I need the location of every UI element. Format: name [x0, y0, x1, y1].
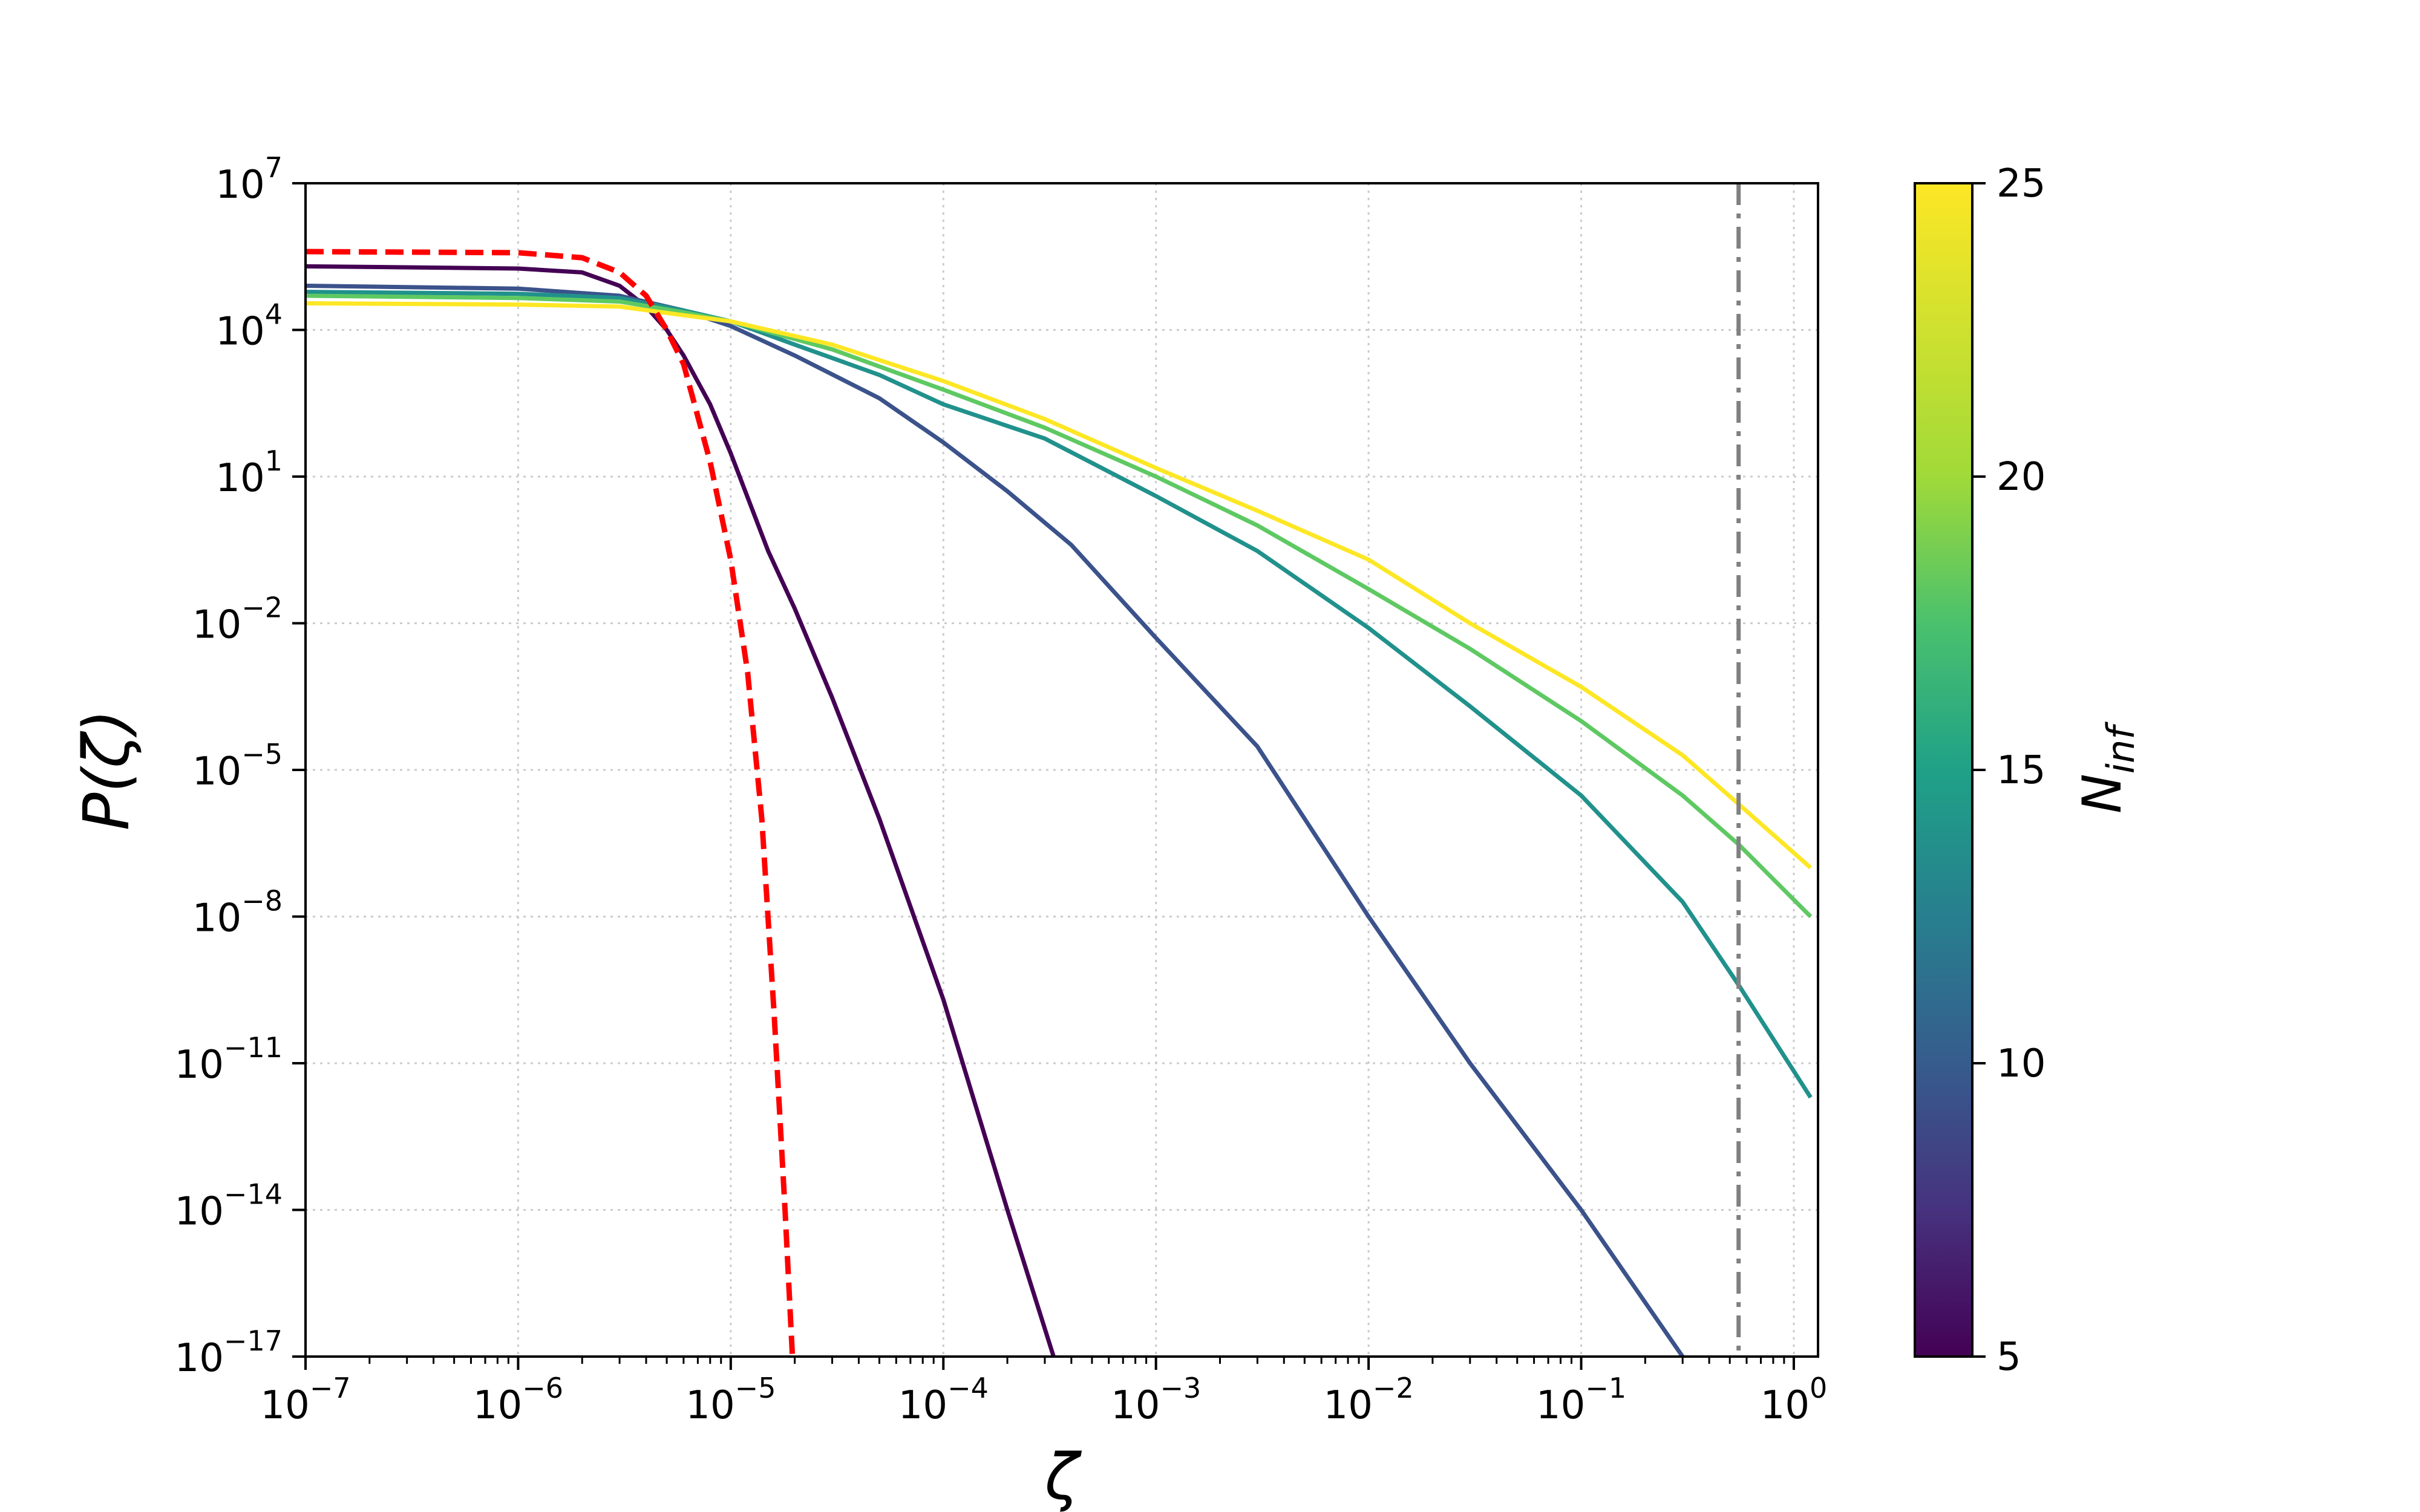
x-tick-label: 10−4: [898, 1372, 989, 1428]
x-tick-label: 10−3: [1111, 1372, 1201, 1428]
x-tick-label: 10−1: [1536, 1372, 1626, 1428]
colorbar-tick-label: 15: [1996, 748, 2046, 793]
series-layer: [306, 183, 1813, 1357]
series-line-0: [306, 264, 1056, 1357]
y-tick-label: 107: [215, 151, 283, 207]
series-line-3: [306, 293, 1813, 918]
x-tick-label: 10−7: [260, 1372, 350, 1428]
colorbar-tick-label: 5: [1996, 1335, 2021, 1380]
colorbar-tick-label: 10: [1996, 1041, 2046, 1086]
y-tick-label: 10−14: [174, 1178, 283, 1234]
y-tick-label: 10−8: [192, 885, 283, 941]
colorbar: [1914, 182, 1974, 1358]
series-line-2: [306, 290, 1813, 1099]
colorbar-tick-label: 25: [1996, 161, 2046, 206]
x-tick-label: 10−5: [685, 1372, 776, 1428]
colorbar-title: Ninf: [2071, 722, 2143, 813]
series-line-5: [306, 249, 796, 1357]
series-line-4: [306, 301, 1813, 870]
y-tick-label: 104: [215, 298, 283, 354]
x-axis-title: ζ: [1044, 1440, 1082, 1512]
y-tick-label: 10−11: [174, 1031, 283, 1087]
y-tick-labels: 107 104 101 10−2 10−5 10−8 10−11 10−14 10−17: [174, 151, 283, 1381]
colorbar-tick-label: 20: [1996, 455, 2046, 500]
x-tick-labels: 10−7 10−6 10−5 10−4 10−3 10−2 10−1 100: [260, 1372, 1827, 1428]
colorbar-ticks: 5 10 15 20 25: [1972, 161, 2046, 1380]
y-tick-label: 10−5: [192, 738, 283, 794]
y-tick-label: 10−17: [174, 1325, 283, 1381]
y-axis-title: P(ζ): [70, 709, 143, 830]
y-tick-label: 101: [215, 445, 283, 501]
axis-ticks: [292, 182, 1795, 1370]
x-tick-label: 10−6: [473, 1372, 563, 1428]
x-tick-label: 100: [1761, 1372, 1828, 1428]
y-tick-label: 10−2: [192, 591, 283, 648]
x-tick-label: 10−2: [1323, 1372, 1413, 1428]
